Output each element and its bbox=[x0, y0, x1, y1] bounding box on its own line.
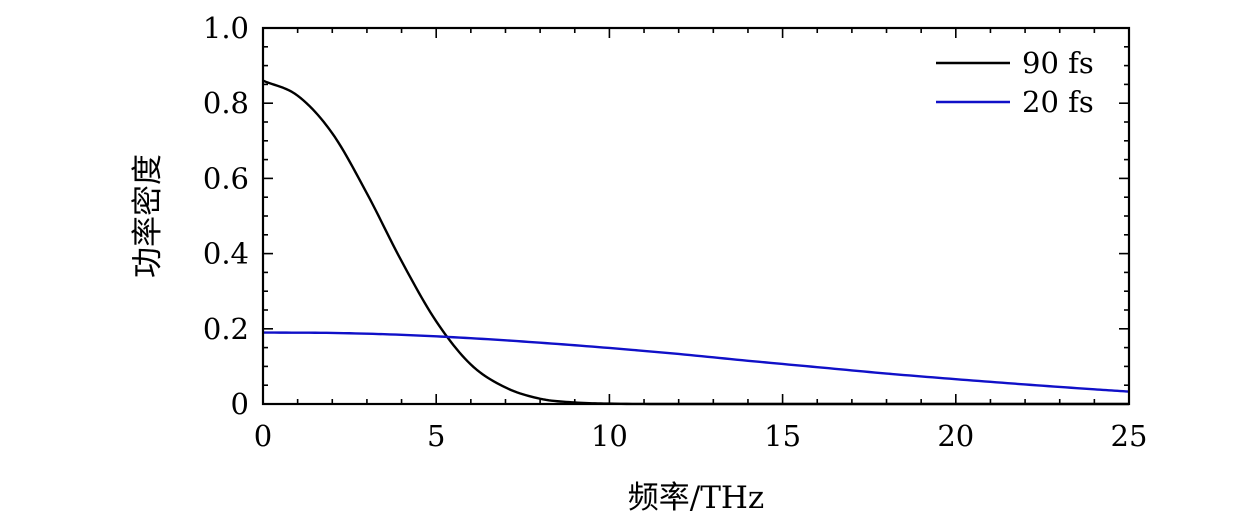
y-axis-label: 功率密度 bbox=[130, 154, 166, 278]
x-axis-label: 频率/THz bbox=[628, 480, 765, 516]
legend-label: 20 fs bbox=[1022, 85, 1094, 119]
y-tick-label: 0.6 bbox=[203, 161, 249, 195]
y-tick-label: 1.0 bbox=[203, 11, 249, 45]
x-tick-label: 0 bbox=[254, 419, 272, 453]
x-tick-label: 15 bbox=[764, 419, 801, 453]
series-line bbox=[262, 331, 1130, 393]
legend-label: 90 fs bbox=[1022, 46, 1094, 80]
y-tick-label: 0.4 bbox=[203, 237, 249, 271]
x-tick-label: 20 bbox=[937, 419, 974, 453]
tick-labels: 0 5 10 15 20 25 0 0.2 0.4 0.6 0.8 1.0 bbox=[203, 11, 1148, 453]
y-tick-label: 0.2 bbox=[203, 312, 249, 346]
y-tick-label: 0 bbox=[231, 387, 249, 421]
x-tick-label: 25 bbox=[1111, 419, 1148, 453]
x-tick-label: 10 bbox=[591, 419, 628, 453]
x-tick-label: 5 bbox=[427, 419, 445, 453]
axis-ticks bbox=[262, 27, 1130, 405]
series-layer bbox=[262, 79, 1130, 406]
legend: 90 fs 20 fs bbox=[936, 46, 1094, 119]
plot-frame bbox=[261, 26, 1131, 406]
y-tick-label: 0.8 bbox=[203, 86, 249, 120]
